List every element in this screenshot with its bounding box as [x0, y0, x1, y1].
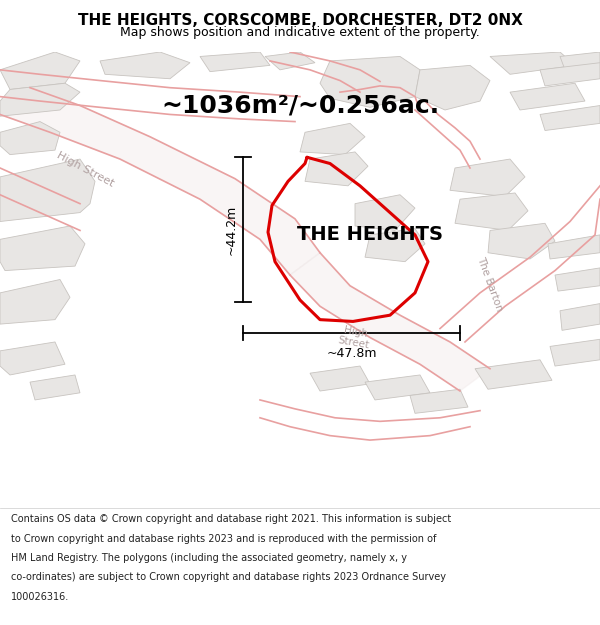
Polygon shape — [0, 226, 85, 271]
Polygon shape — [30, 375, 80, 400]
Text: ~1036m²/~0.256ac.: ~1036m²/~0.256ac. — [161, 94, 439, 118]
Polygon shape — [450, 159, 525, 196]
Polygon shape — [0, 88, 320, 275]
Polygon shape — [415, 66, 490, 110]
Polygon shape — [0, 342, 65, 375]
Polygon shape — [548, 235, 600, 259]
Polygon shape — [310, 366, 370, 391]
Polygon shape — [355, 195, 415, 231]
Polygon shape — [0, 159, 95, 221]
Polygon shape — [200, 52, 270, 72]
Text: THE HEIGHTS, CORSCOMBE, DORCHESTER, DT2 0NX: THE HEIGHTS, CORSCOMBE, DORCHESTER, DT2 … — [77, 13, 523, 28]
Text: THE HEIGHTS: THE HEIGHTS — [297, 226, 443, 244]
Text: ~44.2m: ~44.2m — [224, 204, 238, 254]
Polygon shape — [290, 253, 490, 391]
Text: co-ordinates) are subject to Crown copyright and database rights 2023 Ordnance S: co-ordinates) are subject to Crown copyr… — [11, 572, 446, 582]
Polygon shape — [455, 193, 528, 231]
Polygon shape — [550, 339, 600, 366]
Polygon shape — [540, 62, 600, 86]
Polygon shape — [540, 106, 600, 131]
Text: to Crown copyright and database rights 2023 and is reproduced with the permissio: to Crown copyright and database rights 2… — [11, 534, 436, 544]
Polygon shape — [555, 268, 600, 291]
Text: The Barton: The Barton — [475, 255, 505, 312]
Polygon shape — [305, 152, 368, 186]
Polygon shape — [0, 52, 80, 89]
Polygon shape — [475, 360, 552, 389]
Polygon shape — [410, 389, 468, 413]
Text: 100026316.: 100026316. — [11, 592, 69, 602]
Polygon shape — [560, 304, 600, 331]
Polygon shape — [0, 279, 70, 324]
Polygon shape — [0, 83, 80, 116]
Polygon shape — [0, 122, 60, 154]
Polygon shape — [488, 223, 555, 259]
Text: Map shows position and indicative extent of the property.: Map shows position and indicative extent… — [120, 26, 480, 39]
Polygon shape — [365, 229, 425, 262]
Polygon shape — [560, 52, 600, 70]
Polygon shape — [365, 375, 430, 400]
Polygon shape — [510, 83, 585, 110]
Text: High
Street: High Street — [337, 324, 373, 351]
Polygon shape — [300, 123, 365, 154]
Polygon shape — [265, 52, 315, 70]
Text: HM Land Registry. The polygons (including the associated geometry, namely x, y: HM Land Registry. The polygons (includin… — [11, 553, 407, 563]
Text: ~47.8m: ~47.8m — [326, 348, 377, 360]
Polygon shape — [320, 56, 420, 108]
Polygon shape — [490, 52, 575, 74]
Polygon shape — [100, 52, 190, 79]
Text: Contains OS data © Crown copyright and database right 2021. This information is : Contains OS data © Crown copyright and d… — [11, 514, 451, 524]
Text: High Street: High Street — [55, 151, 115, 189]
